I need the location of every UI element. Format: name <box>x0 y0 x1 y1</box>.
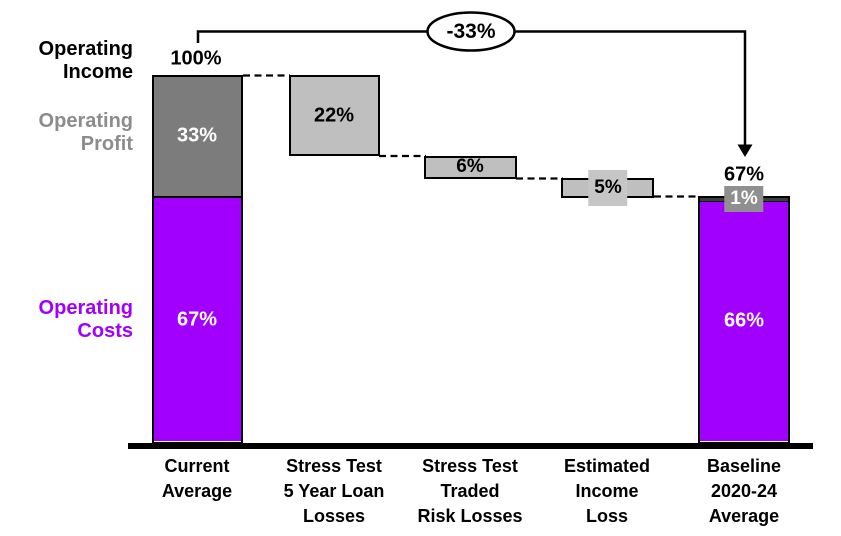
x-label-line: Losses <box>302 506 366 526</box>
x-label-line: Current <box>164 456 230 476</box>
value-label-6: 6% <box>456 156 484 177</box>
value-label-33: 33% <box>176 124 218 147</box>
bar-stress-test-traded-risk-losses <box>424 156 517 179</box>
x-label-estimated-income-loss: Estimated Income Loss <box>535 454 679 529</box>
row-label-line: Profit <box>80 133 133 155</box>
value-label-67-costs: 67% <box>176 308 218 331</box>
row-label-line: Income <box>62 61 133 83</box>
row-label-line: Operating <box>38 297 133 319</box>
delta-annotation-label: -33% <box>446 20 496 43</box>
x-label-line: Loss <box>585 506 628 526</box>
value-label-5: 5% <box>588 170 628 206</box>
value-label-67-total: 67% <box>723 163 765 186</box>
x-label-line: Risk Losses <box>417 506 523 526</box>
value-label-22: 22% <box>313 104 355 127</box>
x-label-current-average: Current Average <box>125 454 269 504</box>
value-label-66: 66% <box>723 309 765 332</box>
row-label-operating-costs: Operating Costs <box>8 297 133 343</box>
x-axis-line <box>128 443 813 449</box>
segment-operating-costs <box>154 198 241 441</box>
row-label-line: Costs <box>77 320 133 342</box>
x-label-line: Income <box>575 481 639 501</box>
segment-operating-costs <box>700 202 788 441</box>
row-label-line: Operating <box>38 38 133 60</box>
x-label-line: Average <box>708 506 780 526</box>
value-label-100: 100% <box>170 47 222 70</box>
x-label-line: Baseline <box>706 456 782 476</box>
x-label-stress-test-loan: Stress Test 5 Year Loan Losses <box>262 454 406 529</box>
row-label-line: Operating <box>38 110 133 132</box>
row-label-operating-income: Operating Income <box>8 38 133 84</box>
x-label-line: 5 Year Loan <box>283 481 385 501</box>
x-label-line: Stress Test <box>422 456 518 476</box>
value-label-1: 1% <box>724 186 764 212</box>
x-label-line: Traded <box>440 481 500 501</box>
x-label-line: 2020-24 <box>710 481 778 501</box>
x-label-baseline-average: Baseline 2020-24 Average <box>672 454 816 529</box>
x-label-line: Stress Test <box>286 456 382 476</box>
arrow-down-icon <box>737 144 753 157</box>
row-label-operating-profit: Operating Profit <box>8 110 133 156</box>
x-label-line: Average <box>161 481 233 501</box>
x-label-line: Estimated <box>563 456 651 476</box>
delta-bracket-line <box>196 30 747 149</box>
x-label-stress-test-traded: Stress Test Traded Risk Losses <box>398 454 542 529</box>
